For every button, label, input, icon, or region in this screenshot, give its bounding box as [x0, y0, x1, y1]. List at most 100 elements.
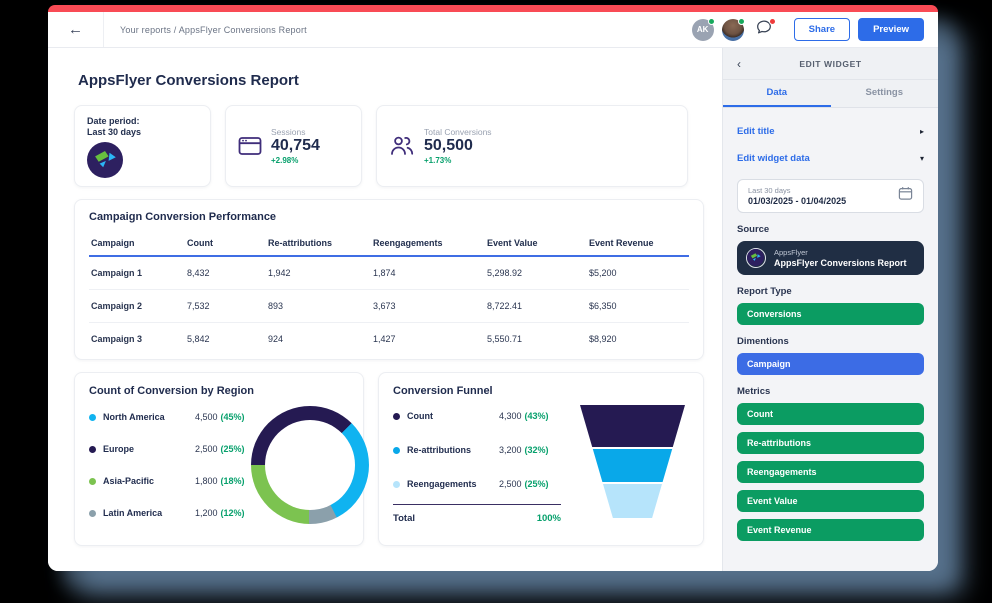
kpi-label: Total Conversions	[424, 127, 492, 138]
legend-dot	[89, 445, 96, 453]
legend-value: 3,200	[499, 445, 522, 455]
legend-value: 1,200	[195, 508, 218, 518]
back-button[interactable]: ←	[48, 12, 104, 47]
legend-label: Count	[407, 411, 433, 421]
column-header: Reengagements	[371, 232, 485, 257]
source-name: AppsFlyer Conversions Report	[774, 258, 907, 268]
legend-value: 4,300	[499, 411, 522, 421]
legend-percent: (32%)	[524, 445, 549, 455]
table-cell: 893	[266, 289, 371, 323]
legend-label: Re-attributions	[407, 445, 471, 455]
metrics-label: Metrics	[737, 386, 771, 397]
legend-item: Europe 2,500 (25%)	[89, 433, 245, 465]
campaign-table: Campaign Count Re-attributions Reengagem…	[89, 232, 689, 355]
metric-chip[interactable]: Event Revenue	[737, 519, 924, 541]
edit-title-link[interactable]: Edit title	[737, 126, 775, 137]
source-selector[interactable]: AppsFlyer AppsFlyer Conversions Report	[737, 241, 924, 275]
legend-label: Reengagements	[407, 479, 477, 489]
table-cell: $8,920	[589, 334, 617, 344]
sessions-card: Sessions 40,754 +2.98%	[225, 105, 362, 187]
kpi-value: 50,500	[424, 137, 473, 155]
edit-widget-data-link[interactable]: Edit widget data	[737, 153, 810, 164]
legend-label: North America	[103, 412, 165, 422]
tab-settings[interactable]: Settings	[865, 87, 903, 98]
table-cell: 7,532	[185, 289, 266, 323]
legend-item: Re-attributions 3,200 (32%)	[393, 433, 561, 467]
report-type-chip[interactable]: Conversions	[737, 303, 924, 325]
chevron-left-icon[interactable]: ‹	[737, 56, 741, 71]
legend-item: North America 4,500 (45%)	[89, 401, 245, 433]
kpi-label: Sessions	[271, 127, 306, 138]
donut-legend: North America 4,500 (45%) Europe 2,500 (…	[89, 401, 245, 529]
table-cell: 5,550.71	[487, 334, 523, 344]
appsflyer-logo-icon	[746, 248, 766, 268]
kpi-value: 40,754	[271, 137, 320, 155]
panel-title: EDIT WIDGET	[799, 58, 862, 69]
calendar-icon[interactable]	[898, 186, 913, 206]
table-cell: $6,350	[587, 289, 689, 323]
breadcrumb[interactable]: Your reports / AppsFlyer Conversions Rep…	[120, 24, 307, 35]
total-conversions-card: Total Conversions 50,500 +1.73%	[376, 105, 688, 187]
charts-row: Count of Conversion by Region North Amer…	[74, 372, 704, 546]
share-button[interactable]: Share	[793, 18, 851, 41]
caret-down-icon: ▾	[919, 154, 924, 163]
avatar[interactable]: AK	[691, 17, 715, 41]
table-row: Campaign 2 7,532 893 3,673 8,722.41 $6,3…	[89, 289, 689, 323]
legend-percent: (25%)	[220, 444, 245, 454]
edit-title-row[interactable]: Edit title ▸	[737, 118, 924, 145]
funnel-chart-card: Conversion Funnel Count 4,300 (43%)	[378, 372, 704, 546]
legend-item: Reengagements 2,500 (25%)	[393, 467, 561, 501]
topbar: ← Your reports / AppsFlyer Conversions R…	[48, 12, 938, 48]
legend-value: 2,500	[499, 479, 522, 489]
tab-data[interactable]: Data	[723, 80, 831, 107]
total-label: Total	[393, 512, 415, 524]
legend-percent: (43%)	[524, 411, 549, 421]
legend-dot	[393, 480, 400, 488]
table-cell: 1,942	[266, 256, 371, 290]
table-cell: 924	[268, 334, 284, 344]
column-header: Event Revenue	[587, 232, 689, 257]
preview-button[interactable]: Preview	[858, 18, 924, 41]
table-cell: $5,200	[587, 256, 689, 290]
dimensions-label: Dimentions	[737, 336, 789, 347]
date-range-picker[interactable]: Last 30 days 01/03/2025 - 01/04/2025	[737, 179, 924, 213]
window-accent-strip	[48, 5, 938, 12]
table-cell: 8,722.41	[485, 289, 587, 323]
column-header: Count	[185, 232, 266, 257]
panel-body: Edit title ▸ Edit widget data ▾ Last 30 …	[723, 108, 938, 541]
table-row: Campaign 3 5,842 924 1,427 5,550.71 $8,9…	[89, 323, 689, 356]
metric-chip[interactable]: Re-attributions	[737, 432, 924, 454]
panel-header: ‹ EDIT WIDGET	[723, 48, 938, 80]
funnel-legend: Count 4,300 (43%) Re-attributions 3,200 …	[393, 399, 561, 531]
metric-chip[interactable]: Reengagements	[737, 461, 924, 483]
avatar[interactable]	[721, 17, 745, 41]
chat-button[interactable]	[752, 17, 776, 42]
kpi-delta: +2.98%	[271, 155, 299, 165]
table-cell: 5,298.92	[485, 256, 587, 290]
report-type-label: Report Type	[737, 286, 792, 297]
date-period-card: Date period: Last 30 days	[74, 105, 211, 187]
online-status-dot	[737, 17, 745, 25]
browser-window-icon	[238, 136, 262, 156]
funnel-total-row: Total 100%	[393, 505, 561, 531]
legend-dot	[89, 413, 96, 421]
edit-widget-data-row[interactable]: Edit widget data ▾	[737, 145, 924, 172]
table-title: Campaign Conversion Performance	[89, 211, 277, 223]
edit-widget-panel: ‹ EDIT WIDGET Data Settings Edit title ▸…	[722, 48, 938, 571]
online-status-dot	[707, 17, 715, 25]
table-cell: Campaign 2	[89, 289, 185, 323]
table-cell: Campaign 1	[89, 256, 185, 290]
metric-chip[interactable]: Count	[737, 403, 924, 425]
column-header: Re-attributions	[266, 232, 371, 257]
dimension-chip[interactable]: Campaign	[737, 353, 924, 375]
legend-item: Latin America 1,200 (12%)	[89, 497, 245, 529]
legend-label: Latin America	[103, 508, 163, 518]
legend-value: 2,500	[195, 444, 218, 454]
legend-percent: (12%)	[220, 508, 245, 518]
metric-chip[interactable]: Event Value	[737, 490, 924, 512]
page-title: AppsFlyer Conversions Report	[78, 72, 299, 89]
notification-dot	[768, 17, 776, 25]
legend-value: 4,500	[195, 412, 218, 422]
kpi-cards-row: Date period: Last 30 days	[74, 105, 704, 187]
